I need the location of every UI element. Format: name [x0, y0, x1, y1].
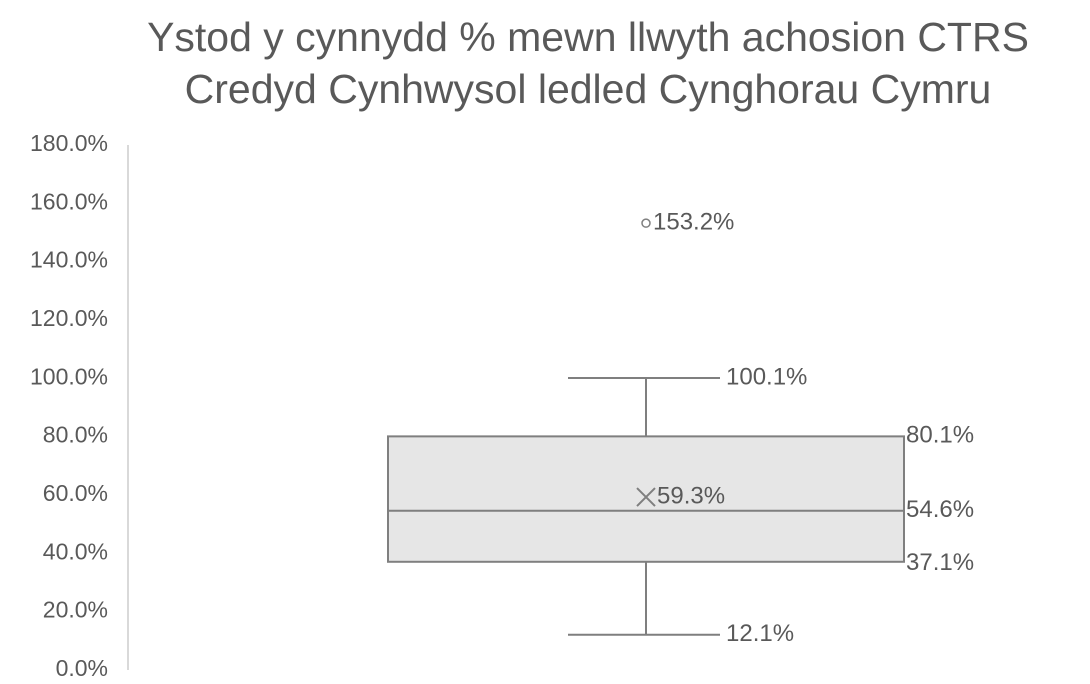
y-tick-label: 100.0% — [30, 363, 108, 389]
y-tick-label: 20.0% — [43, 597, 108, 623]
mean-marker — [636, 487, 656, 507]
data-label: 59.3% — [657, 482, 725, 509]
data-label: 54.6% — [906, 496, 974, 523]
y-tick-label: 0.0% — [56, 655, 108, 681]
data-label: 12.1% — [726, 620, 794, 647]
data-label: 100.1% — [726, 363, 807, 390]
y-tick-label: 180.0% — [30, 130, 108, 156]
data-label: 37.1% — [906, 549, 974, 576]
y-tick-label: 120.0% — [30, 305, 108, 331]
y-tick-label: 80.0% — [43, 422, 108, 448]
outlier — [641, 218, 651, 228]
y-tick-label: 140.0% — [30, 247, 108, 273]
box — [387, 435, 905, 563]
y-tick-label: 160.0% — [30, 188, 108, 214]
data-label: 153.2% — [653, 209, 734, 236]
chart-title: Credyd Cynhwysol ledled Cynghorau Cymru — [185, 66, 992, 112]
data-label: 80.1% — [906, 422, 974, 449]
y-tick-label: 40.0% — [43, 538, 108, 564]
y-tick-label: 60.0% — [43, 480, 108, 506]
chart-title: Ystod y cynnydd % mewn llwyth achosion C… — [147, 14, 1029, 60]
